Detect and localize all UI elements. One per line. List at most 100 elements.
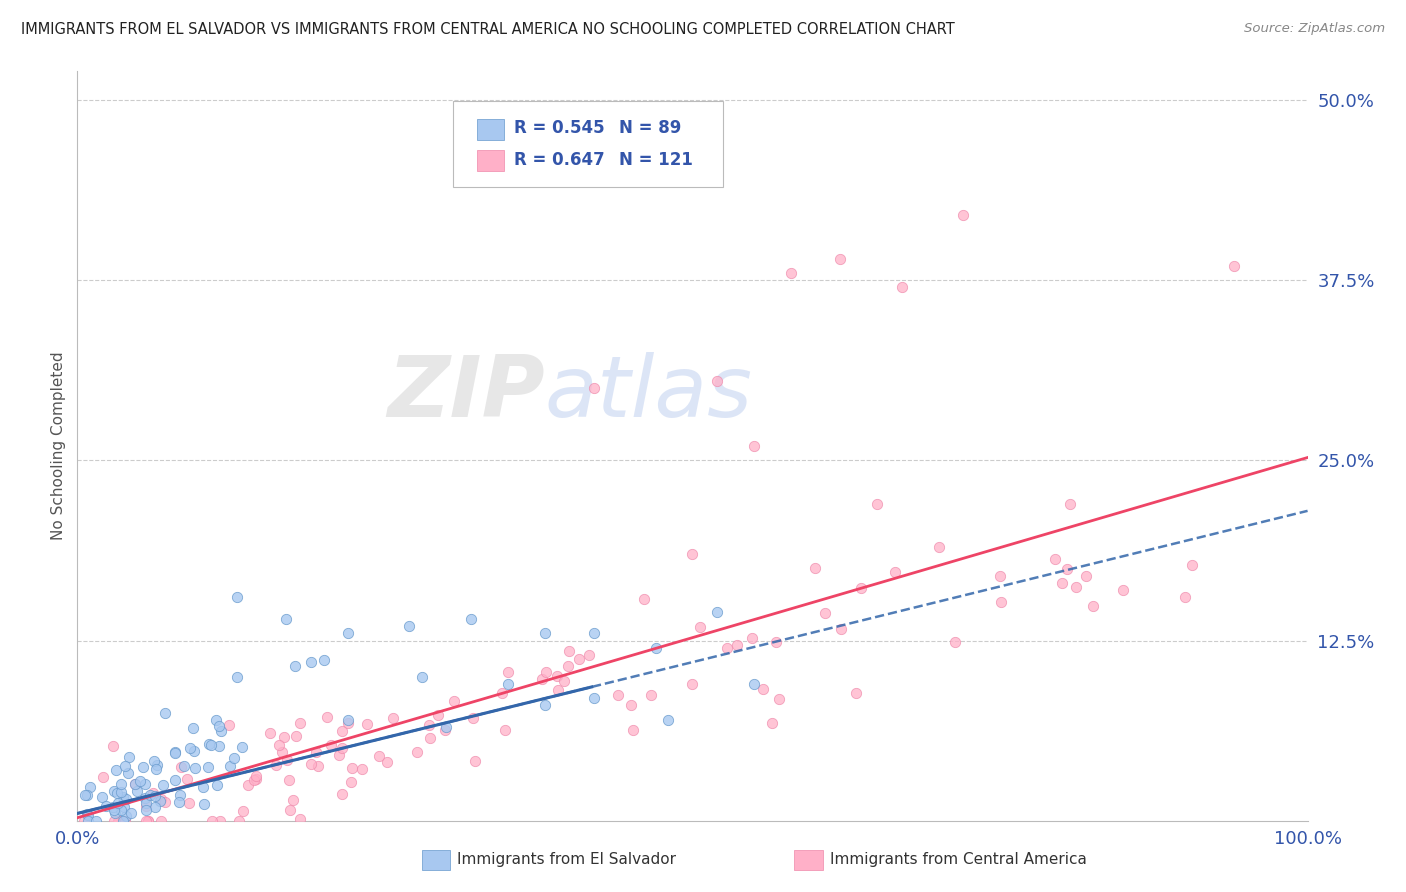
- Point: [105, 786, 128, 800]
- Point: [633, 592, 655, 607]
- Point: [209, 724, 232, 739]
- Point: [135, 798, 157, 813]
- Point: [120, 805, 142, 820]
- Point: [884, 565, 907, 579]
- Point: [79, 780, 101, 795]
- Point: [228, 814, 250, 828]
- Point: [830, 252, 852, 266]
- FancyBboxPatch shape: [453, 102, 723, 187]
- Text: ZIP: ZIP: [387, 352, 546, 435]
- Point: [534, 698, 557, 713]
- Point: [849, 581, 872, 595]
- Point: [578, 648, 600, 662]
- Point: [152, 778, 174, 792]
- Point: [546, 669, 568, 683]
- Point: [419, 731, 441, 745]
- Point: [621, 723, 644, 737]
- Text: N = 89: N = 89: [619, 120, 681, 137]
- Point: [356, 717, 378, 731]
- Point: [398, 619, 420, 633]
- Point: [107, 814, 129, 828]
- Point: [134, 791, 156, 805]
- FancyBboxPatch shape: [477, 150, 505, 171]
- Point: [804, 561, 827, 575]
- Point: [112, 789, 135, 804]
- Point: [149, 814, 172, 828]
- Point: [84, 814, 107, 828]
- Point: [177, 796, 200, 810]
- Point: [988, 568, 1011, 582]
- Point: [91, 771, 114, 785]
- Point: [751, 681, 773, 696]
- Text: IMMIGRANTS FROM EL SALVADOR VS IMMIGRANTS FROM CENTRAL AMERICA NO SCHOOLING COMP: IMMIGRANTS FROM EL SALVADOR VS IMMIGRANT…: [21, 22, 955, 37]
- Point: [534, 626, 557, 640]
- Point: [534, 665, 557, 679]
- Point: [208, 719, 231, 733]
- Text: Immigrants from Central America: Immigrants from Central America: [830, 853, 1087, 867]
- Point: [350, 762, 373, 776]
- Point: [200, 739, 222, 753]
- Point: [236, 778, 259, 792]
- Point: [716, 640, 738, 655]
- Point: [418, 717, 440, 731]
- Point: [197, 760, 219, 774]
- Point: [928, 540, 950, 554]
- Point: [765, 635, 787, 649]
- Point: [1059, 497, 1081, 511]
- Point: [176, 772, 198, 786]
- Point: [1174, 591, 1197, 605]
- Point: [232, 804, 254, 818]
- Point: [276, 612, 298, 626]
- Text: Source: ZipAtlas.com: Source: ZipAtlas.com: [1244, 22, 1385, 36]
- Point: [181, 721, 204, 735]
- Point: [411, 669, 433, 683]
- Point: [406, 745, 429, 759]
- Point: [315, 709, 337, 723]
- Point: [583, 626, 606, 640]
- Point: [557, 659, 579, 673]
- Point: [219, 759, 242, 773]
- Point: [277, 772, 299, 787]
- Point: [460, 612, 482, 626]
- Point: [145, 762, 167, 776]
- Point: [135, 814, 157, 828]
- Point: [299, 756, 322, 771]
- Point: [183, 744, 205, 758]
- Point: [1074, 569, 1097, 583]
- Point: [307, 758, 329, 772]
- Point: [568, 652, 591, 666]
- Text: N = 121: N = 121: [619, 151, 693, 169]
- Point: [332, 787, 354, 801]
- Point: [135, 803, 157, 817]
- Point: [149, 791, 172, 805]
- Point: [494, 723, 516, 738]
- Point: [117, 765, 139, 780]
- Point: [103, 784, 125, 798]
- Point: [952, 209, 974, 223]
- Point: [340, 761, 363, 775]
- Point: [330, 741, 353, 756]
- Point: [103, 804, 125, 818]
- Point: [139, 789, 162, 803]
- Point: [491, 686, 513, 700]
- Point: [640, 688, 662, 702]
- Point: [76, 789, 98, 803]
- Point: [461, 711, 484, 725]
- Point: [165, 772, 187, 787]
- Point: [103, 814, 125, 828]
- Point: [314, 653, 336, 667]
- Point: [77, 814, 100, 828]
- Point: [243, 773, 266, 788]
- Point: [267, 738, 290, 752]
- Point: [226, 669, 249, 683]
- Point: [1112, 583, 1135, 598]
- Point: [761, 716, 783, 731]
- Point: [340, 775, 363, 789]
- Point: [124, 777, 146, 791]
- Point: [943, 635, 966, 649]
- Point: [443, 694, 465, 708]
- Point: [368, 748, 391, 763]
- Point: [337, 713, 360, 727]
- Point: [706, 374, 728, 388]
- Point: [115, 791, 138, 805]
